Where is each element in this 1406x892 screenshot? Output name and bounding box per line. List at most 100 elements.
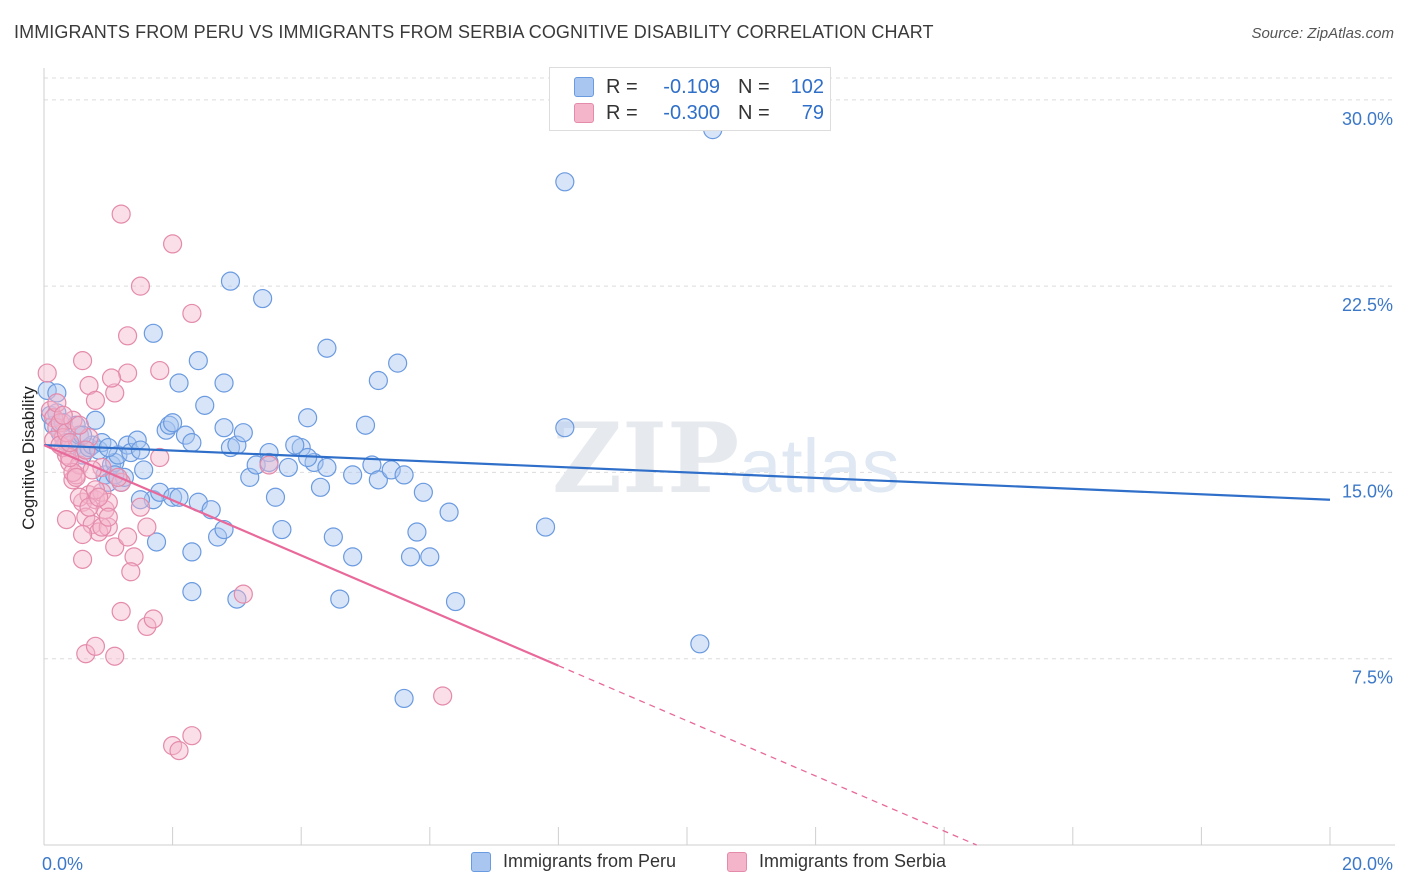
serbia-point — [66, 467, 86, 487]
legend-r-label: R = — [606, 101, 638, 124]
serbia-point — [105, 537, 125, 557]
chart-title: IMMIGRANTS FROM PERU VS IMMIGRANTS FROM … — [14, 22, 934, 42]
legend-n-value-serbia: 79 — [801, 101, 824, 124]
peru-point — [317, 338, 337, 358]
peru-point — [439, 502, 459, 522]
y-tick-label: 7.5% — [1352, 668, 1393, 688]
serbia-point — [69, 415, 89, 435]
serbia-point — [37, 363, 57, 383]
peru-point — [240, 467, 260, 487]
serbia-point — [53, 405, 73, 425]
peru-point — [253, 288, 273, 309]
peru-point — [394, 465, 414, 485]
peru-point — [214, 373, 234, 393]
stats-legend: R = -0.109 N = 102 R = -0.300 N = 79 — [549, 67, 831, 131]
serbia-point — [233, 584, 253, 604]
legend-swatch-peru — [574, 77, 594, 97]
serbia-point — [105, 383, 125, 403]
peru-point — [134, 460, 154, 480]
bottom-legend-peru: Immigrants from Peru — [471, 851, 676, 872]
peru-point — [208, 527, 228, 547]
serbia-point — [137, 517, 157, 537]
serbia-point — [72, 549, 93, 569]
peru-point — [400, 547, 421, 567]
peru-point — [182, 433, 202, 453]
serbia-point — [130, 497, 151, 517]
legend-r-label: R = — [606, 75, 638, 98]
legend-n-label: N = — [738, 75, 770, 98]
serbia-point — [150, 447, 170, 468]
peru-point — [265, 487, 286, 507]
peru-point — [368, 370, 388, 391]
serbia-point — [433, 686, 453, 706]
serbia-point — [76, 440, 96, 460]
serbia-point — [69, 487, 89, 507]
peru-point — [420, 547, 440, 567]
serbia-point — [163, 736, 183, 756]
serbia-point — [47, 393, 67, 413]
legend-n-value-peru: 102 — [790, 75, 824, 98]
peru-point — [285, 435, 305, 455]
peru-point — [555, 418, 575, 438]
serbia-point — [182, 726, 202, 746]
serbia-point — [117, 363, 138, 383]
peru-point — [143, 323, 163, 343]
peru-point — [394, 688, 414, 709]
bottom-legend-label-peru: Immigrants from Peru — [503, 851, 677, 871]
serbia-point — [121, 562, 141, 582]
peru-point — [233, 423, 253, 443]
y-tick-label: 30.0% — [1342, 109, 1393, 129]
y-axis-label: Cognitive Disability — [19, 386, 38, 530]
peru-point — [220, 271, 241, 291]
serbia-point — [72, 524, 93, 545]
serbia-point — [89, 487, 109, 507]
serbia-point — [143, 609, 163, 629]
serbia-point — [98, 492, 118, 512]
serbia-point — [169, 741, 189, 761]
peru-point — [355, 415, 376, 435]
peru-point — [214, 418, 234, 438]
peru-point — [413, 482, 433, 502]
serbia-point — [101, 368, 122, 388]
serbia-point — [150, 360, 170, 381]
serbia-point — [130, 276, 151, 296]
legend-row-peru: R = -0.109 N = 102 — [574, 75, 824, 99]
x-tick-label: 20.0% — [1342, 854, 1393, 874]
peru-point — [343, 547, 363, 567]
chart-source: Source: ZipAtlas.com — [1251, 25, 1394, 42]
serbia-point — [111, 601, 131, 622]
serbia-point — [182, 303, 202, 324]
peru-point — [388, 353, 408, 373]
peru-point — [304, 452, 324, 473]
peru-point — [195, 395, 215, 415]
peru-point — [182, 582, 202, 602]
peru-point — [555, 172, 575, 192]
serbia-point — [85, 390, 106, 410]
bottom-legend-swatch-peru — [471, 851, 491, 872]
peru-point — [317, 457, 337, 478]
peru-point — [272, 519, 292, 540]
serbia-point — [137, 616, 157, 637]
x-tick-label: 0.0% — [42, 854, 83, 874]
peru-point — [445, 591, 466, 612]
peru-point — [690, 634, 710, 654]
serbia-point — [79, 497, 99, 517]
peru-point — [368, 470, 388, 490]
peru-point — [146, 532, 167, 552]
peru-point — [310, 477, 331, 497]
serbia-point — [60, 433, 80, 453]
peru-point — [163, 413, 183, 433]
serbia-point — [98, 507, 118, 527]
peru-point — [343, 465, 363, 485]
peru-point — [278, 457, 298, 478]
peru-point — [227, 589, 247, 609]
bottom-legend-swatch-serbia — [727, 851, 747, 872]
peru-point — [47, 383, 67, 403]
serbia-point — [163, 234, 183, 254]
serbia-point — [259, 455, 279, 475]
serbia-point — [111, 204, 131, 224]
peru-point — [130, 490, 151, 510]
serbia-point — [105, 646, 125, 666]
serbia-point — [63, 410, 83, 430]
peru-point — [330, 589, 350, 609]
